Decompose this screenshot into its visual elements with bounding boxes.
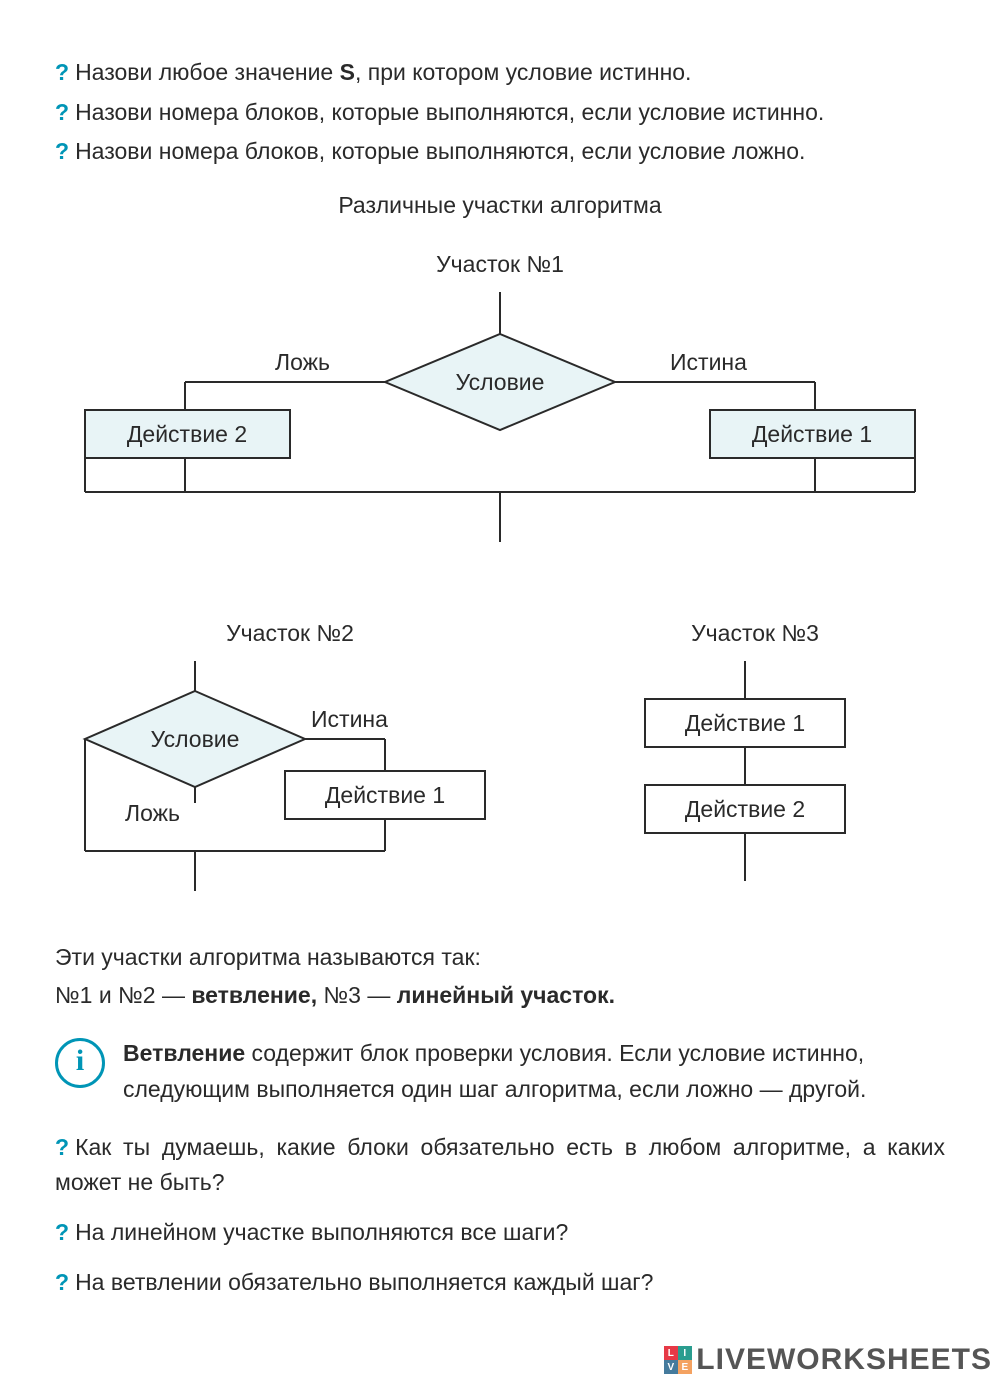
question-mark-icon: ? [55,1134,69,1160]
true-label: Истина [311,706,388,732]
question-3: ?Назови номера блоков, которые выполняют… [55,134,945,170]
watermark-text: LIVEWORKSHEETS [696,1343,992,1377]
question-b3: ?На ветвлении обязательно выполняется ка… [55,1265,945,1301]
question-mark-icon: ? [55,59,69,85]
action1-label: Действие 1 [685,710,805,736]
question-b1: ?Как ты думаешь, какие блоки обязательно… [55,1130,945,1201]
diagram-section3: Участок №3 Действие 1 Действие 2 [565,593,945,912]
section1-title: Участок №1 [55,247,945,283]
info-block: i Ветвление содержит блок проверки услов… [55,1036,945,1107]
worksheet-page: ?Назови любое значение S, при котором ус… [0,0,1000,1300]
diamond-label: Условие [151,726,240,752]
question-mark-icon: ? [55,138,69,164]
section3-title: Участок №3 [565,616,945,652]
section2-title: Участок №2 [55,616,525,652]
question-mark-icon: ? [55,1269,69,1295]
false-label: Ложь [275,349,330,375]
diagram-section2: Участок №2 Условие [55,593,525,912]
false-label: Ложь [125,800,180,826]
question-text: Назови любое значение S, при котором усл… [75,59,691,85]
question-2: ?Назови номера блоков, которые выполняют… [55,95,945,131]
question-text: Как ты думаешь, какие блоки обязательно … [55,1134,945,1196]
question-mark-icon: ? [55,99,69,125]
question-1: ?Назови любое значение S, при котором ус… [55,55,945,91]
question-mark-icon: ? [55,1219,69,1245]
info-text: Ветвление содержит блок проверки условия… [123,1036,945,1107]
info-icon: i [55,1038,105,1088]
question-text: Назови номера блоков, которые выполняютс… [75,99,824,125]
action2-label: Действие 2 [685,796,805,822]
names-line: №1 и №2 — ветвление, №3 — линейный участ… [55,978,945,1014]
watermark: LIVE LIVEWORKSHEETS [664,1343,992,1377]
question-text: На линейном участке выполняются все шаги… [75,1219,568,1245]
question-text: На ветвлении обязательно выполняется каж… [75,1269,653,1295]
box-left-label: Действие 2 [127,421,247,447]
question-text: Назови номера блоков, которые выполняютс… [75,138,805,164]
true-label: Истина [670,349,747,375]
question-b2: ?На линейном участке выполняются все шаг… [55,1215,945,1251]
diagram-row: Участок №2 Условие [55,593,945,912]
action-label: Действие 1 [325,782,445,808]
names-intro: Эти участки алгоритма называются так: [55,940,945,976]
box-right-label: Действие 1 [752,421,872,447]
watermark-badge-icon: LIVE [664,1346,692,1374]
diamond-label: Условие [456,369,545,395]
diagram-section1: Условие Действие 2 Действие 1 Ложь Истин… [55,292,945,563]
main-heading: Различные участки алгоритма [55,188,945,224]
